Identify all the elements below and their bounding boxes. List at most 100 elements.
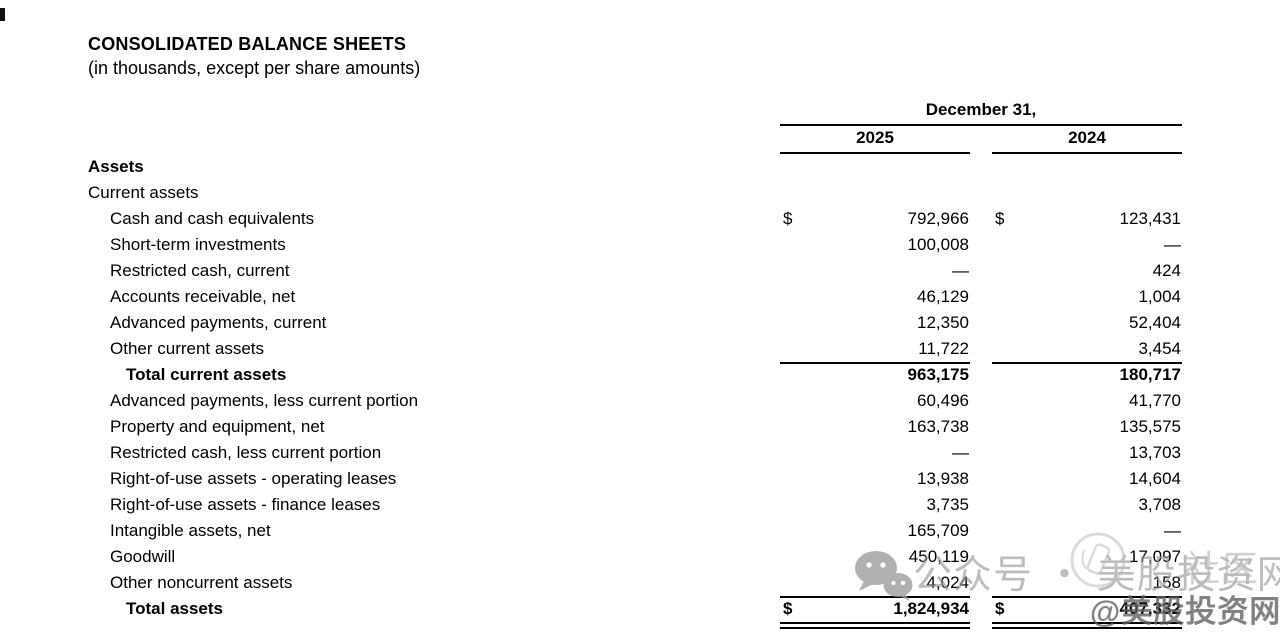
column-header: December 31, 2025 2024 (780, 100, 1182, 154)
table-row: Right-of-use assets - operating leases 1… (88, 466, 1182, 492)
table-row: Advanced payments, current 12,350 52,404 (88, 310, 1182, 336)
value-group-2025: 46,129 (780, 284, 970, 310)
currency-symbol: $ (783, 209, 793, 228)
period-underline (780, 124, 1182, 126)
currency-symbol (780, 466, 783, 492)
value-group-2024: 180,717 (992, 362, 1182, 388)
table-row: Goodwill 450,119 17,097 (88, 544, 1182, 570)
currency-symbol (992, 492, 995, 518)
value-2024: 158 (1152, 573, 1181, 592)
currency-symbol (780, 232, 783, 258)
value-2025: 46,129 (917, 287, 969, 306)
row-label: Short-term investments (110, 235, 286, 254)
value-group-2025 (780, 180, 970, 206)
row-label: Current assets (88, 183, 199, 202)
value-2024: 407,332 (1119, 599, 1181, 618)
currency-symbol (780, 570, 783, 596)
value-group-2025: $ 792,966 (780, 206, 970, 232)
value-2024: 180,717 (1119, 365, 1181, 384)
column-gap (970, 492, 992, 518)
row-label: Total assets (126, 599, 224, 618)
value-2025: 163,738 (907, 417, 969, 436)
value-2024: 123,431 (1119, 209, 1181, 228)
value-2025 (969, 180, 970, 206)
value-group-2025: 4,024 (780, 570, 970, 598)
value-group-2025: 165,709 (780, 518, 970, 544)
row-label: Other noncurrent assets (110, 573, 293, 592)
column-gap (970, 310, 992, 336)
column-gap (970, 596, 992, 624)
currency-symbol (780, 440, 783, 466)
value-group-2024: 158 (992, 570, 1182, 598)
value-2024: — (1164, 521, 1181, 540)
value-group-2025: 163,738 (780, 414, 970, 440)
column-gap (970, 440, 992, 466)
currency-symbol (992, 310, 995, 336)
value-2024: — (1164, 235, 1181, 254)
table-row: Advanced payments, less current portion … (88, 388, 1182, 414)
value-group-2024: 14,604 (992, 466, 1182, 492)
currency-symbol (780, 180, 783, 206)
value-group-2024: — (992, 518, 1182, 544)
currency-symbol (992, 388, 995, 414)
currency-symbol (992, 258, 995, 284)
page-title: CONSOLIDATED BALANCE SHEETS (88, 34, 407, 54)
value-group-2024: $ 407,332 (992, 596, 1182, 629)
value-2025: — (952, 261, 969, 280)
currency-symbol (992, 544, 995, 570)
value-2024: 424 (1152, 261, 1181, 280)
value-2024 (1181, 180, 1182, 206)
value-group-2024: 41,770 (992, 388, 1182, 414)
currency-symbol: $ (783, 599, 793, 618)
currency-symbol: $ (995, 599, 1005, 618)
value-group-2024: — (992, 232, 1182, 258)
value-2025: 165,709 (907, 521, 969, 540)
value-group-2025: — (780, 440, 970, 466)
table-row: Intangible assets, net 165,709 — (88, 518, 1182, 544)
value-group-2024: 1,004 (992, 284, 1182, 310)
row-label: Right-of-use assets - operating leases (110, 469, 397, 488)
currency-symbol (780, 154, 783, 180)
currency-symbol (780, 336, 783, 362)
currency-symbol (992, 154, 995, 180)
value-2025: 792,966 (907, 209, 969, 228)
value-group-2024: 52,404 (992, 310, 1182, 336)
value-group-2025: 3,735 (780, 492, 970, 518)
column-gap (970, 258, 992, 284)
table-row: Assets (88, 154, 1182, 180)
value-group-2025 (780, 154, 970, 180)
value-group-2025: 13,938 (780, 466, 970, 492)
column-gap (970, 206, 992, 232)
column-header-2025: 2025 (856, 128, 894, 147)
table-row: Restricted cash, current — 424 (88, 258, 1182, 284)
column-gap (970, 362, 992, 388)
currency-symbol (992, 440, 995, 466)
value-group-2025: 12,350 (780, 310, 970, 336)
table-row: Property and equipment, net 163,738 135,… (88, 414, 1182, 440)
value-group-2024: 3,708 (992, 492, 1182, 518)
value-group-2024: 424 (992, 258, 1182, 284)
value-group-2024: 17,097 (992, 544, 1182, 570)
currency-symbol (780, 544, 783, 570)
value-2024: 52,404 (1129, 313, 1181, 332)
scan-edge-artifact (0, 8, 5, 21)
value-2025: — (952, 443, 969, 462)
value-2024: 13,703 (1129, 443, 1181, 462)
value-2025: 100,008 (907, 235, 969, 254)
column-gap (970, 232, 992, 258)
value-group-2025: 963,175 (780, 362, 970, 388)
value-2024: 17,097 (1129, 547, 1181, 566)
table-row: Current assets (88, 180, 1182, 206)
currency-symbol (992, 570, 995, 596)
value-2024 (1181, 154, 1182, 180)
column-gap (970, 154, 992, 180)
column-gap (970, 284, 992, 310)
value-group-2025: 60,496 (780, 388, 970, 414)
table-row: Other noncurrent assets 4,024 158 (88, 570, 1182, 598)
value-2025: 4,024 (926, 573, 969, 592)
page-subtitle: (in thousands, except per share amounts) (88, 58, 421, 78)
row-label: Intangible assets, net (110, 521, 271, 540)
currency-symbol (780, 388, 783, 414)
year-2025-underline (780, 152, 970, 154)
